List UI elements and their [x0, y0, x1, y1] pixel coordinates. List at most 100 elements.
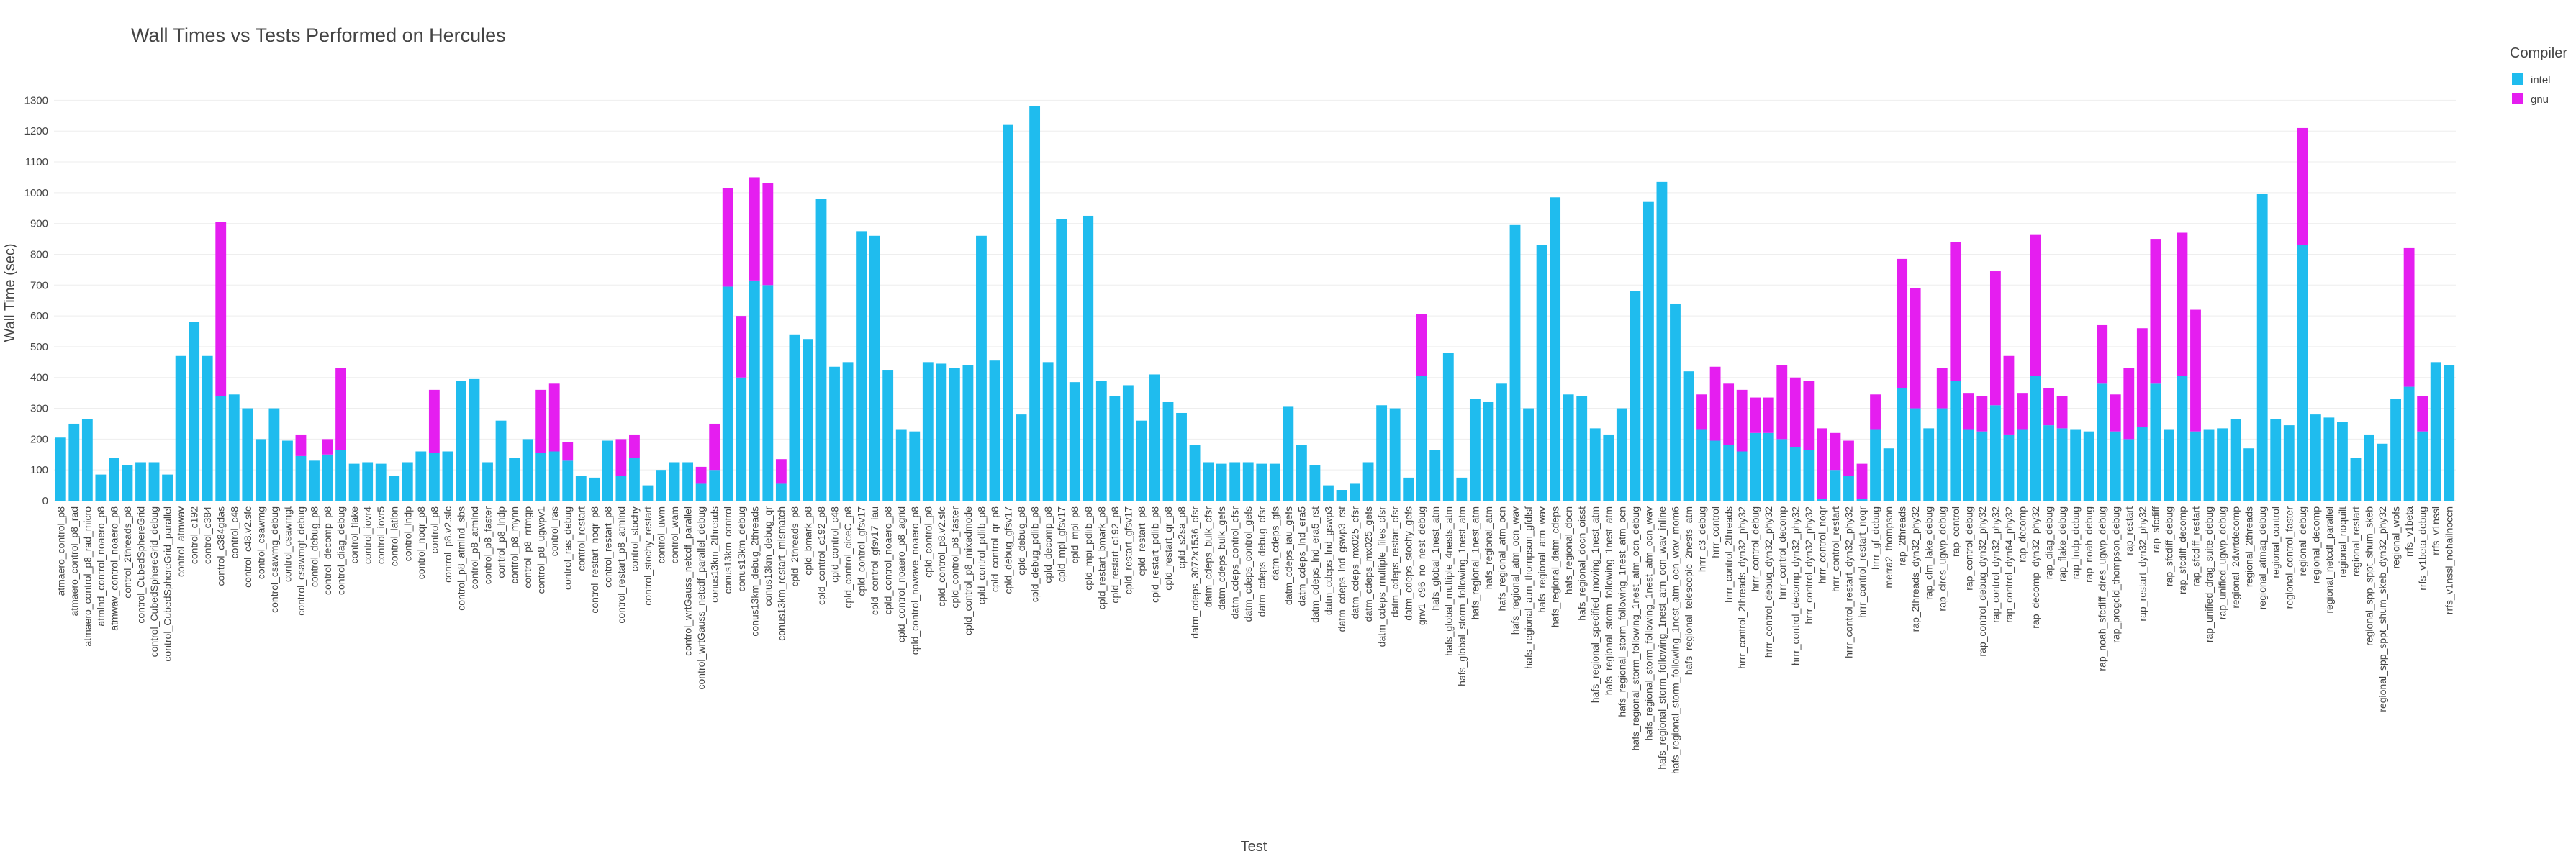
x-tick-label: cpld_control_gfsv17 [856, 506, 867, 596]
x-tick-label: control_c384 [202, 506, 213, 564]
bar-segment [2177, 376, 2188, 501]
bar-segment [922, 362, 934, 501]
bar-segment [2377, 443, 2388, 501]
bar-segment [2030, 376, 2041, 501]
x-tick-label: atmlnd_control_noaero_p8 [95, 506, 107, 627]
x-tick-label: control_csawmg [255, 506, 266, 579]
x-tick-label: cpld_restart_c192_p8 [1109, 506, 1121, 604]
bar-segment [2083, 431, 2094, 501]
x-tick-label: hafs_regional_specified_moving_1nest_atm [1589, 506, 1601, 703]
bar-segment [322, 439, 333, 455]
bar-segment [562, 442, 574, 461]
x-tick-label: control_p8_ugwpv1 [535, 506, 547, 594]
bar-segment [1509, 224, 1521, 501]
y-tick-label: 1200 [24, 125, 48, 137]
bar-segment [1269, 463, 1280, 501]
bar-segment [81, 419, 93, 501]
bar-segment [1362, 462, 1374, 501]
bar-segment [789, 334, 800, 501]
x-tick-label: rap_control_debug [1963, 506, 1974, 591]
bar-segment [629, 434, 640, 458]
x-tick-label: datm_cdeps_lnd_gswp3_rst [1336, 506, 1347, 632]
x-tick-label: cpld_restart_qr_p8 [1162, 506, 1174, 591]
x-tick-label: control_p8_mynn [509, 506, 520, 583]
bar-segment [976, 235, 987, 501]
x-tick-label: regional_control_faster [2283, 506, 2295, 609]
x-tick-label: rap_cires_ugwp_debug [1936, 506, 1948, 612]
bar-segment [295, 434, 307, 456]
bar-segment [268, 408, 280, 501]
bar-segment [362, 462, 374, 501]
bar-segment [2203, 430, 2215, 501]
x-tick-label: cpld_control_nowave_noaero_p8 [909, 506, 921, 655]
x-tick-label: regional_2threads [2243, 506, 2255, 587]
bar-segment [2097, 324, 2108, 384]
bar-segment [1670, 303, 1681, 501]
bar-segment [1963, 430, 1974, 501]
bar-segment [1122, 385, 1134, 501]
x-tick-label: control_c48 [228, 506, 240, 559]
x-tick-label: cpld_control_pdlib_p8 [975, 506, 987, 604]
x-tick-label: conus13km_debug_qr [762, 506, 774, 606]
x-tick-label: cpld_control_p8_mixedmode [962, 506, 974, 635]
x-tick-label: control_latlon [389, 506, 400, 566]
bar-segment [1416, 376, 1427, 501]
x-tick-label: rap_noah_sfcdiff_cires_ugwp_debug [2097, 506, 2108, 671]
bar-segment [2190, 431, 2201, 501]
x-tick-label: rap_noah_debug [2083, 506, 2094, 583]
x-tick-label: rrfs_v1nssl_nohailnoccn [2444, 506, 2455, 614]
bar-segment [1709, 440, 1721, 501]
bar-segment [2297, 127, 2308, 245]
chart-title: Wall Times vs Tests Performed on Hercule… [131, 24, 506, 46]
x-tick-label: regional_wofs [2390, 506, 2402, 568]
x-tick-label: datm_cdeps_3072x1536_cfsr [1189, 506, 1201, 639]
bar-segment [1843, 476, 1854, 501]
bar-segment [2030, 234, 2041, 376]
bar-segment [2136, 427, 2148, 501]
x-tick-label: regional_spp_sppt_shum_skeb [2363, 506, 2374, 646]
x-tick-label: control_noqr_p8 [415, 506, 427, 579]
bar-segment [535, 389, 547, 453]
x-tick-label: conus13km_debug_2threads [749, 506, 760, 637]
bar-segment [2390, 399, 2401, 501]
x-tick-label: control_ras [548, 506, 560, 556]
bar-segment [2190, 309, 2201, 432]
x-tick-label: atmaero_control_p8 [55, 506, 66, 596]
x-tick-label: datm_cdeps_control_gefs [1242, 506, 1254, 622]
bar-segment [509, 458, 520, 501]
bar-segment [1296, 445, 1307, 501]
bar-segment [469, 378, 480, 501]
bar-segment [2123, 368, 2135, 440]
bar-segment [309, 460, 320, 501]
bar-segment [1830, 470, 1841, 501]
bar-segment [1376, 405, 1388, 501]
x-tick-label: hafs_regional_atm_wav [1536, 506, 1547, 613]
x-tick-label: cpld_debug_gfsv17 [1003, 506, 1014, 594]
x-tick-label: hafs_regional_atm_thompson_gfdlsf [1523, 506, 1535, 669]
bar-segment [962, 365, 974, 501]
bar-segment [175, 355, 186, 501]
bar-segment [335, 450, 347, 501]
x-tick-label: rap_control_dyn32_phy32 [1989, 506, 2001, 623]
bar-segment [1856, 499, 1868, 501]
bar-segment [162, 474, 173, 501]
x-tick-label: control_p8_atmlnd_sbs [455, 506, 466, 611]
bar-segment [282, 440, 293, 501]
y-tick-label: 100 [30, 464, 48, 476]
bar-segment [2430, 362, 2441, 501]
bar-segment [1029, 106, 1041, 501]
bar-segment [122, 465, 133, 501]
y-tick-label: 1000 [24, 187, 48, 199]
bar-segment [656, 470, 666, 501]
x-tick-label: rap_control_dyn64_phy32 [2003, 506, 2015, 623]
x-tick-label: control_wrtGauss_netcdf_parallel_debug [695, 506, 707, 690]
bar-segment [1976, 431, 1988, 501]
x-tick-label: control_CubedSphereGrid_parallel [162, 506, 173, 662]
x-tick-label: hafs_regional_storm_following_1nest_atm_… [1642, 506, 1654, 740]
bar-segment [1723, 445, 1735, 501]
x-tick-label: hafs_regional_storm_following_1nest_atm [1603, 506, 1614, 695]
bar-segment [548, 383, 560, 452]
bar-segment [2003, 434, 2015, 501]
bar-segment [1936, 408, 1948, 501]
bar-segment [1897, 388, 1908, 501]
